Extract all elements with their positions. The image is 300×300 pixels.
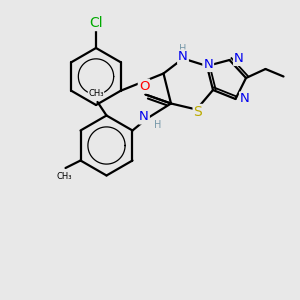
Text: H: H: [154, 119, 161, 130]
Text: N: N: [203, 58, 213, 71]
Text: CH₃: CH₃: [56, 172, 72, 181]
Text: N: N: [178, 50, 188, 64]
Text: Cl: Cl: [89, 16, 103, 30]
Text: H: H: [179, 44, 187, 54]
Text: N: N: [234, 52, 244, 65]
Text: N: N: [240, 92, 250, 106]
Text: N: N: [139, 110, 149, 124]
Text: CH₃: CH₃: [88, 89, 104, 98]
Text: S: S: [194, 105, 202, 119]
Text: O: O: [139, 80, 149, 93]
